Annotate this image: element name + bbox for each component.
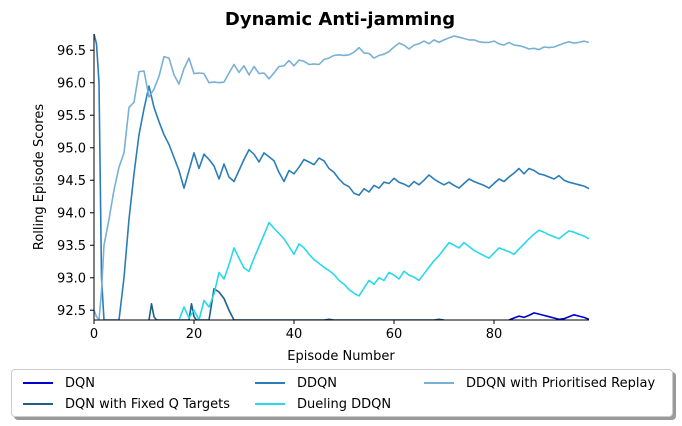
legend-swatch-dqn-fixed-q-targets xyxy=(23,403,53,405)
y-tick-label: 95.5 xyxy=(57,109,86,124)
legend-swatch-dqn xyxy=(23,382,53,384)
y-tick-label: 92.5 xyxy=(57,304,86,319)
y-tick-label: 94.0 xyxy=(57,206,86,221)
series-line-ddqn xyxy=(94,34,589,320)
series-line-dqn-with-fixed-q-targets xyxy=(148,287,445,320)
legend-item-ddqn-prioritised-replay: DDQN with Prioritised Replay xyxy=(424,374,655,392)
legend-label-dueling-ddqn: Dueling DDQN xyxy=(297,396,392,412)
legend-item-dueling-ddqn: Dueling DDQN xyxy=(255,395,391,413)
x-axis-label: Episode Number xyxy=(287,349,395,364)
y-axis-label: Rolling Episode Scores xyxy=(32,104,47,250)
legend-label-ddqn: DDQN xyxy=(297,375,337,391)
y-tick-label: 95.0 xyxy=(57,141,86,156)
x-ticks: 0 20 40 60 80 xyxy=(90,320,502,342)
series-line-ddqn-with-prioritised-replay xyxy=(94,35,589,320)
legend-item-dqn: DQN xyxy=(23,374,95,392)
y-ticks: 92.5 93.0 93.5 94.0 94.5 95.0 95.5 96.0 96.5 xyxy=(57,44,94,319)
x-tick-label: 20 xyxy=(186,327,203,342)
series-layer xyxy=(94,34,589,320)
legend-swatch-ddqn xyxy=(255,382,285,384)
legend-label-dqn: DQN xyxy=(65,375,95,391)
y-tick-label: 93.5 xyxy=(57,239,86,254)
legend-label-ddqn-prioritised-replay: DDQN with Prioritised Replay xyxy=(466,375,656,391)
x-tick-label: 80 xyxy=(486,327,503,342)
y-tick-label: 94.5 xyxy=(57,174,86,189)
y-tick-label: 96.5 xyxy=(57,44,86,59)
x-tick-label: 60 xyxy=(386,327,403,342)
legend-label-dqn-fixed-q-targets: DQN with Fixed Q Targets xyxy=(65,396,230,412)
chart-title: Dynamic Anti-jamming xyxy=(225,9,455,30)
y-tick-label: 96.0 xyxy=(57,76,86,91)
x-tick-label: 0 xyxy=(90,327,98,342)
series-line-dueling-ddqn xyxy=(178,221,589,320)
legend: DQN DQN with Fixed Q Targets DDQN Duelin… xyxy=(11,369,673,417)
x-tick-label: 40 xyxy=(286,327,303,342)
legend-item-dqn-fixed-q-targets: DQN with Fixed Q Targets xyxy=(23,395,230,413)
legend-swatch-dueling-ddqn xyxy=(255,403,285,405)
y-tick-label: 93.0 xyxy=(57,271,86,286)
legend-item-ddqn: DDQN xyxy=(255,374,337,392)
series-line-dqn xyxy=(508,312,589,320)
legend-swatch-ddqn-prioritised-replay xyxy=(424,382,454,384)
